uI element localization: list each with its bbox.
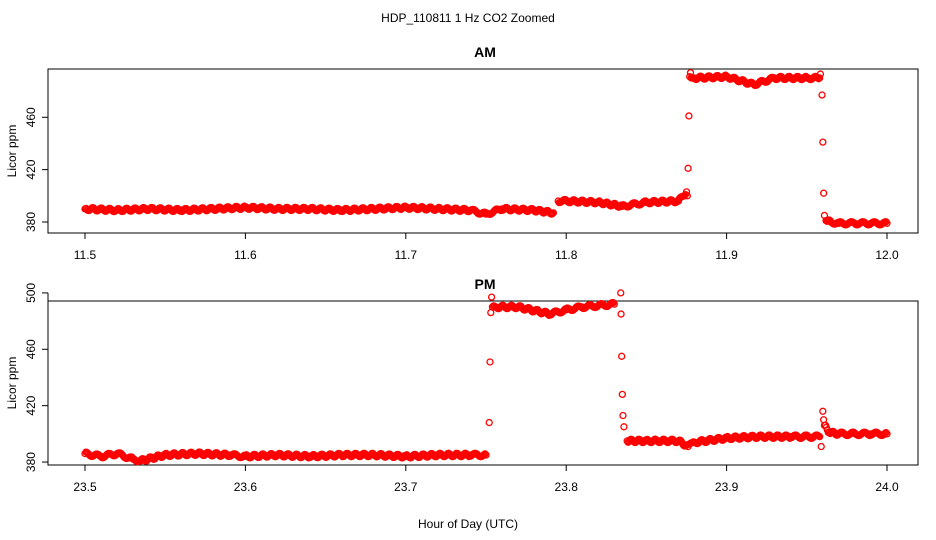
am-data-point: [819, 138, 827, 146]
am-panel-title: AM: [474, 44, 496, 60]
pm-data-point: [815, 433, 824, 441]
pm-data-point: [619, 411, 627, 420]
pm-data-point: [617, 289, 625, 297]
pm-y-tick-label: 380: [24, 452, 38, 472]
pm-x-tick-label: 23.9: [715, 480, 739, 494]
pm-data-point: [487, 293, 496, 301]
pm-x-tick-label: 23.8: [555, 480, 579, 494]
am-y-axis-label: Licor ppm: [5, 125, 19, 178]
pm-y-tick-label: 460: [24, 339, 38, 359]
pm-data-point: [882, 428, 890, 437]
am-data-point: [682, 188, 691, 196]
pm-panel-title: PM: [475, 276, 496, 292]
am-data-point: [815, 74, 824, 82]
pm-data-point: [817, 442, 825, 451]
am-x-tick-label: 11.8: [555, 248, 578, 262]
am-y-tick-label: 420: [24, 159, 38, 179]
pm-data-point: [880, 430, 888, 438]
pm-data-point: [610, 300, 618, 308]
pm-data-point: [618, 390, 626, 399]
pm-data-point: [819, 407, 827, 415]
pm-x-tick-label: 24.0: [875, 480, 899, 494]
am-x-tick-label: 11.6: [234, 248, 257, 262]
pm-data-point: [620, 423, 628, 431]
pm-x-tick-label: 23.6: [234, 480, 258, 494]
pm-y-tick-label: 500: [24, 283, 38, 303]
pm-y-axis-label: Licor ppm: [5, 357, 19, 410]
am-data-point: [883, 219, 891, 227]
am-x-tick-label: 12.0: [875, 248, 899, 262]
pm-data-point: [618, 352, 626, 360]
pm-data-point: [883, 430, 891, 438]
pm-data-point: [479, 451, 487, 460]
am-y-tick-label: 460: [24, 107, 38, 127]
am-y-axis: 380 420 460: [24, 107, 49, 232]
am-x-tick-label: 11.7: [395, 248, 418, 262]
am-data-point: [819, 189, 828, 197]
am-x-tick-label: 11.5: [74, 248, 97, 262]
pm-data-point: [481, 450, 489, 458]
pm-y-tick-label: 420: [24, 395, 38, 415]
x-axis-label: Hour of Day (UTC): [418, 517, 518, 531]
am-x-tick-label: 11.9: [715, 248, 738, 262]
pm-data-point: [617, 310, 625, 318]
pm-data-point: [482, 451, 490, 459]
am-data-points: [81, 69, 891, 229]
pm-panel: PM 23.5 23.6 23.7 23.8 23.9 24.0 380 420 460 500…: [5, 276, 919, 494]
am-y-tick-label: 380: [24, 212, 38, 232]
pm-data-points: [81, 289, 891, 466]
figure-title: HDP_110811 1 Hz CO2 Zoomed: [381, 11, 555, 25]
pm-x-tick-label: 23.5: [73, 480, 97, 494]
pm-y-axis: 380 420 460 500: [24, 283, 49, 472]
am-data-point: [818, 91, 826, 99]
am-data-point: [680, 191, 689, 200]
am-data-point: [816, 70, 825, 78]
am-data-point: [683, 192, 691, 200]
am-data-point: [548, 209, 557, 218]
pm-x-axis: 23.5 23.6 23.7 23.8 23.9 24.0: [73, 464, 899, 494]
am-x-axis: 11.5 11.6 11.7 11.8 11.9 12.0: [74, 232, 899, 262]
pm-x-tick-label: 23.7: [394, 480, 418, 494]
pm-data-point: [486, 358, 494, 366]
pm-data-point: [485, 418, 493, 427]
am-data-point: [549, 209, 558, 217]
pm-data-point: [609, 299, 617, 307]
am-data-point: [684, 164, 692, 172]
am-panel: AM 11.5 11.6 11.7 11.8 11.9 12.0 380 420 460 Li…: [5, 44, 919, 262]
am-data-point: [685, 112, 693, 120]
